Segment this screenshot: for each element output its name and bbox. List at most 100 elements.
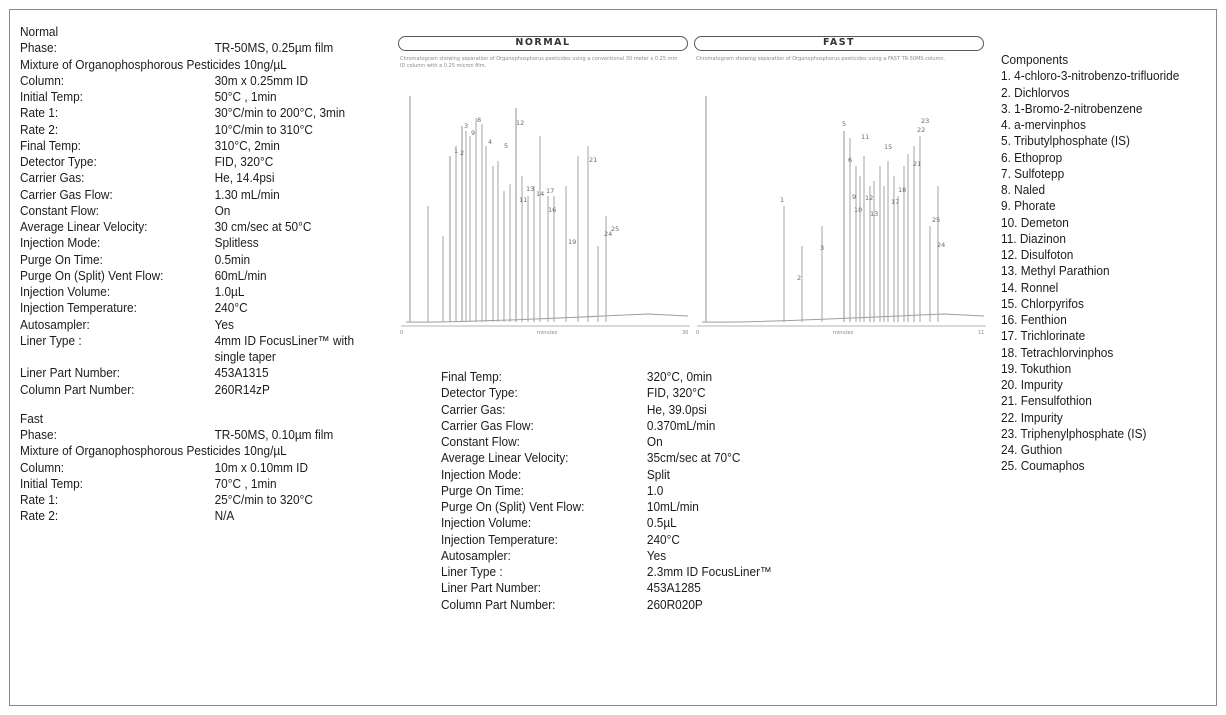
param-value: 30°C/min to 200°C, 3min	[214, 106, 346, 121]
components-heading: Components	[1001, 53, 1069, 67]
param-value: TR-50MS, 0.25µm film	[214, 41, 334, 56]
normal-chromatogram-caption: Chromatogram showing separation of Organ…	[400, 56, 678, 69]
component-item: 20. Impurity	[1001, 378, 1063, 392]
param-label: Carrier Gas:	[20, 171, 85, 186]
component-item: 18. Tetrachlorvinphos	[1001, 345, 1114, 360]
param-label: Liner Type :	[20, 333, 82, 348]
param-value: FID, 320°C	[646, 386, 706, 401]
param-value: 260R14zP	[214, 382, 270, 397]
param-label: Carrier Gas Flow:	[20, 187, 113, 202]
component-item: 9. Phorate	[1001, 199, 1056, 214]
peak-label: 12	[516, 119, 524, 127]
param-label: Detector Type:	[441, 386, 518, 401]
param-value: 30m x 0.25mm ID	[214, 73, 309, 88]
component-item: 15. Chlorpyrifos	[1001, 296, 1084, 311]
param-row: Carrier Gas Flow: 0.370mL/min	[441, 418, 772, 434]
param-value: Yes	[646, 548, 667, 563]
param-label: Rate 1:	[20, 106, 59, 121]
component-item: 7. Sulfotepp	[1001, 166, 1065, 181]
param-value: 320°C, 0min	[646, 370, 713, 384]
param-label: Injection Mode:	[441, 467, 522, 482]
param-value: Split	[646, 467, 670, 482]
peak-label: 10	[854, 206, 862, 214]
param-value: single taper	[214, 350, 276, 364]
normal-chromatogram-title: NORMAL	[398, 36, 688, 51]
peak-label: 8	[477, 116, 481, 124]
param-value: 310°C, 2min	[214, 138, 280, 153]
param-label: Detector Type:	[20, 155, 97, 169]
param-label: Carrier Gas Flow:	[441, 418, 534, 433]
param-row: Injection Temperature: 240°C	[441, 532, 772, 548]
param-row: Final Temp: 310°C, 2min	[20, 138, 354, 154]
param-row: Detector Type: FID, 320°C	[441, 385, 772, 401]
param-label: Injection Volume:	[20, 285, 111, 299]
param-value: 70°C , 1min	[214, 476, 277, 491]
peak-label: 24	[937, 241, 945, 249]
axis-end-label: 11	[978, 330, 984, 336]
component-item: 16. Fenthion	[1001, 313, 1067, 327]
param-row: Carrier Gas: He, 14.4psi	[20, 170, 354, 186]
peak-label: 9	[852, 193, 856, 201]
param-row: Column Part Number: 260R020P	[441, 597, 772, 613]
param-row: Purge On (Split) Vent Flow: 10mL/min	[441, 499, 772, 515]
components-column: Components 1. 4-chloro-3-nitrobenzo-trif…	[1001, 52, 1179, 475]
param-label-spacer	[20, 349, 215, 365]
param-label: Carrier Gas:	[441, 402, 506, 417]
param-value: 1.30 mL/min	[214, 187, 280, 202]
param-row: Autosampler: Yes	[20, 317, 354, 333]
param-value: 1.0µL	[214, 285, 245, 299]
param-row: Liner Part Number: 453A1315	[20, 365, 354, 381]
param-row: Rate 1: 25°C/min to 320°C	[20, 492, 354, 508]
normal-params: Column: 30m x 0.25mm ID Initial Temp: 50°C …	[20, 73, 354, 398]
peak-label: 17	[891, 198, 899, 206]
param-label: Column:	[20, 460, 65, 475]
chromatogram-baseline	[701, 313, 985, 323]
peak-label: 5	[504, 142, 508, 150]
param-label: Purge On Time:	[20, 252, 103, 267]
param-row: Constant Flow: On	[20, 203, 354, 219]
peak-label: 16	[548, 206, 556, 214]
param-value: 35cm/sec at 70°C	[646, 451, 741, 466]
component-item: 14. Ronnel	[1001, 280, 1059, 295]
param-label: Phase:	[20, 428, 57, 442]
param-label: Liner Part Number:	[441, 581, 542, 596]
component-item: 1. 4-chloro-3-nitrobenzo-trifluoride	[1001, 69, 1180, 84]
fast-params: Column: 10m x 0.10mm ID Initial Temp: 70°C …	[20, 460, 354, 525]
conditions-column: Normal Phase: TR-50MS, 0.25µm film Mixtu…	[20, 24, 354, 525]
param-value: 453A1315	[214, 366, 269, 381]
param-label: Injection Temperature:	[20, 301, 137, 316]
peak-label: 9	[471, 129, 475, 137]
param-value: 10°C/min to 310°C	[214, 122, 313, 137]
peak-label: 11	[519, 196, 527, 204]
param-value: 25°C/min to 320°C	[214, 493, 313, 507]
param-value: 0.5µL	[646, 516, 677, 531]
param-row: Rate 2: N/A	[20, 508, 354, 524]
param-label: Final Temp:	[20, 138, 81, 153]
param-value: Yes	[214, 317, 234, 332]
param-row: Rate 2: 10°C/min to 310°C	[20, 122, 354, 138]
param-row: Constant Flow: On	[441, 434, 772, 450]
param-row-continuation: single taper	[20, 349, 354, 365]
param-value: FID, 320°C	[214, 155, 274, 169]
param-value: He, 39.0psi	[646, 402, 707, 417]
param-row: Autosampler: Yes	[441, 548, 772, 564]
normal-chromatogram: NORMAL Chromatogram showing separation o…	[398, 36, 690, 360]
param-row: Initial Temp: 70°C , 1min	[20, 476, 354, 492]
peak-label: 22	[917, 126, 925, 134]
fast-chromatogram-caption: Chromatogram showing separation of Organ…	[696, 56, 946, 62]
peak-label: 11	[861, 133, 869, 141]
param-row: Final Temp: 320°C, 0min	[441, 369, 772, 385]
peak-label: 5	[842, 120, 846, 128]
param-label: Autosampler:	[20, 317, 90, 332]
param-value: 10mL/min	[646, 500, 699, 514]
param-row: Injection Mode: Split	[441, 467, 772, 483]
param-row: Injection Temperature: 240°C	[20, 300, 354, 316]
peak-label: 1	[454, 147, 458, 155]
axis-title: minutes	[833, 330, 854, 336]
peak-label: 4	[488, 138, 492, 146]
param-value: 453A1285	[646, 581, 701, 596]
component-item: 8. Naled	[1001, 183, 1046, 197]
peak-label: 3	[464, 122, 468, 130]
